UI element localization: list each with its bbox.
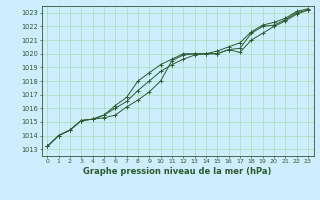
X-axis label: Graphe pression niveau de la mer (hPa): Graphe pression niveau de la mer (hPa) bbox=[84, 167, 272, 176]
